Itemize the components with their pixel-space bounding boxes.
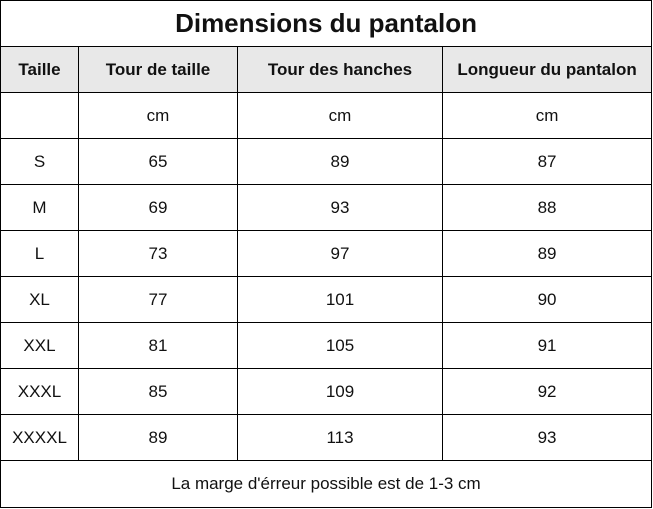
size-cell: XXXXL [0,414,79,461]
header-size: Taille [0,46,79,93]
length-cell: 90 [441,276,653,323]
table-row: XXL 81 105 91 [0,322,653,369]
unit-cell-size [0,92,79,139]
table-row: S 65 89 87 [0,138,653,185]
size-cell: S [0,138,79,185]
title-row: Dimensions du pantalon [0,0,653,47]
header-length: Longueur du pantalon [441,46,653,93]
size-cell: XXXL [0,368,79,415]
table-row: XXXL 85 109 92 [0,368,653,415]
hips-cell: 105 [237,322,443,369]
waist-cell: 81 [78,322,238,369]
hips-cell: 93 [237,184,443,231]
unit-row: cm cm cm [0,92,653,139]
size-cell: XXL [0,322,79,369]
size-cell: L [0,230,79,277]
unit-cell-length: cm [441,92,653,139]
length-cell: 93 [441,414,653,461]
waist-cell: 73 [78,230,238,277]
unit-cell-hips: cm [237,92,443,139]
hips-cell: 113 [237,414,443,461]
length-cell: 88 [441,184,653,231]
table-row: XXXXL 89 113 93 [0,414,653,461]
table-row: XL 77 101 90 [0,276,653,323]
unit-cell-waist: cm [78,92,238,139]
header-row: Taille Tour de taille Tour des hanches L… [0,46,653,93]
waist-cell: 77 [78,276,238,323]
waist-cell: 69 [78,184,238,231]
length-cell: 87 [441,138,653,185]
length-cell: 92 [441,368,653,415]
note-row: La marge d'érreur possible est de 1-3 cm [0,460,653,508]
length-cell: 91 [441,322,653,369]
waist-cell: 85 [78,368,238,415]
hips-cell: 101 [237,276,443,323]
waist-cell: 89 [78,414,238,461]
table-row: M 69 93 88 [0,184,653,231]
hips-cell: 109 [237,368,443,415]
error-margin-note: La marge d'érreur possible est de 1-3 cm [0,460,653,508]
length-cell: 89 [441,230,653,277]
table-row: L 73 97 89 [0,230,653,277]
header-hips: Tour des hanches [237,46,443,93]
table-title: Dimensions du pantalon [0,0,653,47]
hips-cell: 97 [237,230,443,277]
header-waist: Tour de taille [78,46,238,93]
size-cell: XL [0,276,79,323]
size-cell: M [0,184,79,231]
waist-cell: 65 [78,138,238,185]
hips-cell: 89 [237,138,443,185]
